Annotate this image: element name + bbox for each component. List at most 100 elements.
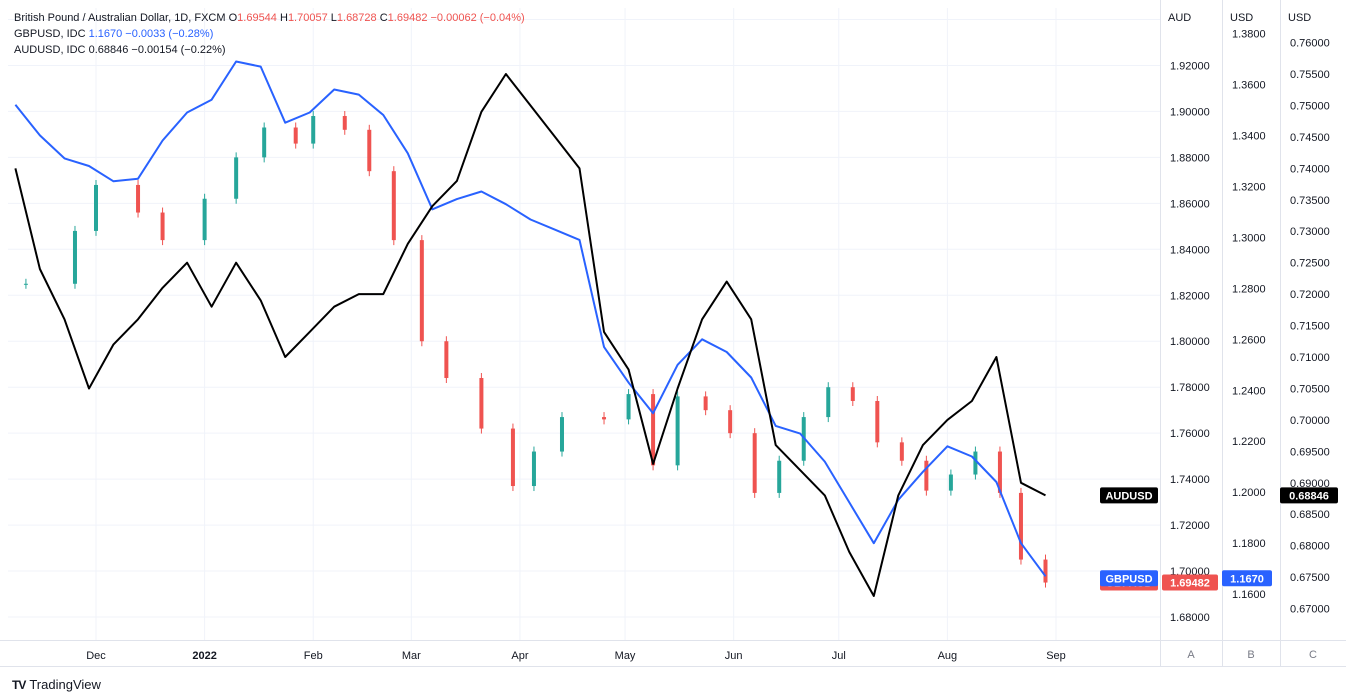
gbpusd-line <box>14 60 1047 577</box>
y-tick-label: 0.68500 <box>1290 509 1330 521</box>
candle-body <box>850 387 855 401</box>
svg-text:0.68846: 0.68846 <box>1289 490 1329 502</box>
candle-body <box>160 212 165 241</box>
x-tick-label: Dec <box>86 650 106 662</box>
axis-title-A: AUD <box>1168 12 1191 24</box>
y-tick-label: 0.76000 <box>1290 38 1330 50</box>
legend-main-row: British Pound / Australian Dollar, 1D, F… <box>14 10 525 26</box>
candle-body <box>72 230 77 284</box>
y-tick-label: 0.67500 <box>1290 572 1330 584</box>
y-tick-label: 1.88000 <box>1170 152 1210 164</box>
candle-body <box>973 451 978 475</box>
candle-body <box>293 127 298 144</box>
legend-audusd-value: 0.68846 <box>88 44 129 56</box>
x-tick-label: Mar <box>402 650 421 662</box>
y-tick-label: 1.3200 <box>1232 181 1266 193</box>
audusd-price-tag: 0.68846 <box>1280 487 1338 504</box>
axis-id-A: A <box>1187 649 1195 661</box>
y-tick-label: 1.3400 <box>1232 130 1266 142</box>
candle-body <box>948 474 953 491</box>
y-tick-label: 1.92000 <box>1170 60 1210 72</box>
y-tick-label: 0.71000 <box>1290 352 1330 364</box>
candle-body <box>510 428 515 487</box>
gbpaud-candles <box>23 111 1048 588</box>
candle-body <box>924 460 929 491</box>
svg-text:1.69482: 1.69482 <box>1170 578 1210 590</box>
y-tick-label: 0.69500 <box>1290 446 1330 458</box>
y-tick-label: 1.3800 <box>1232 28 1266 40</box>
legend-gbpusd-change: −0.0033 (−0.28%) <box>125 28 214 40</box>
candle-body <box>391 171 396 241</box>
candle-body <box>752 433 757 493</box>
candle-body <box>367 129 372 172</box>
candle-body <box>1043 559 1048 583</box>
footer: TV TradingView <box>12 677 101 692</box>
y-tick-label: 0.74500 <box>1290 132 1330 144</box>
y-tick-label: 1.2800 <box>1232 283 1266 295</box>
tradingview-brand[interactable]: TradingView <box>29 677 101 692</box>
y-tick-label: 1.74000 <box>1170 474 1210 486</box>
axis-title-B: USD <box>1230 12 1253 24</box>
legend-change: −0.00062 (−0.04%) <box>430 12 525 24</box>
legend-audusd-row: AUDUSD, IDC 0.68846 −0.00154 (−0.22%) <box>14 42 525 58</box>
candle-body <box>444 341 449 379</box>
gbpusd-series-tag: GBPUSD <box>1100 570 1158 587</box>
legend: British Pound / Australian Dollar, 1D, F… <box>14 10 525 58</box>
x-tick-label: Apr <box>511 650 528 662</box>
y-tick-label: 1.3600 <box>1232 79 1266 91</box>
legend-h-label: H <box>279 12 288 24</box>
x-tick-label: Feb <box>304 650 323 662</box>
legend-gbpusd-value: 1.1670 <box>88 28 123 40</box>
y-tick-label: 1.76000 <box>1170 428 1210 440</box>
legend-l-label: L <box>330 12 337 24</box>
audusd-line <box>14 73 1046 597</box>
tradingview-logo[interactable]: TV <box>12 677 26 692</box>
legend-main-title: British Pound / Australian Dollar, 1D, F… <box>14 12 226 24</box>
svg-text:GBPUSD: GBPUSD <box>1105 573 1152 585</box>
gbpusd-price-tag: 1.1670 <box>1222 570 1272 587</box>
axis-id-B: B <box>1247 649 1254 661</box>
svg-text:AUDUSD: AUDUSD <box>1105 490 1152 502</box>
y-tick-label: 1.78000 <box>1170 382 1210 394</box>
y-tick-label: 0.69000 <box>1290 478 1330 490</box>
candle-body <box>651 394 656 466</box>
candle-body <box>234 157 239 199</box>
axis-id-C: C <box>1309 649 1317 661</box>
legend-h-value: 1.70057 <box>287 12 328 24</box>
audusd-series-tag: AUDUSD <box>1100 487 1158 504</box>
legend-o-value: 1.69544 <box>237 12 277 24</box>
y-tick-label: 1.3000 <box>1232 232 1266 244</box>
x-tick-label: Aug <box>938 650 958 662</box>
candle-body <box>202 198 207 241</box>
candle-body <box>777 460 782 493</box>
y-tick-label: 0.67000 <box>1290 604 1330 616</box>
candle-body <box>23 283 28 285</box>
candle-body <box>728 410 733 434</box>
y-tick-label: 1.2000 <box>1232 487 1266 499</box>
y-tick-label: 0.74000 <box>1290 163 1330 175</box>
y-tick-label: 0.70000 <box>1290 415 1330 427</box>
candle-body <box>675 396 680 466</box>
candle-body <box>311 116 316 144</box>
candle-body <box>899 442 904 461</box>
y-tick-label: 1.1600 <box>1232 589 1266 601</box>
y-tick-label: 0.70500 <box>1290 383 1330 395</box>
candle-body <box>419 240 424 342</box>
candle-body <box>602 417 607 420</box>
candle-body <box>1018 492 1023 560</box>
candle-body <box>342 116 347 130</box>
x-tick-label: Jun <box>725 650 743 662</box>
y-tick-label: 1.2600 <box>1232 334 1266 346</box>
x-tick-label: Jul <box>832 650 846 662</box>
candle-body <box>479 378 484 429</box>
y-tick-label: 0.73500 <box>1290 195 1330 207</box>
y-tick-label: 1.68000 <box>1170 612 1210 624</box>
legend-c-value: 1.69482 <box>387 12 428 24</box>
y-tick-label: 0.72500 <box>1290 258 1330 270</box>
y-tick-label: 1.2400 <box>1232 385 1266 397</box>
candle-body <box>94 184 98 231</box>
candle-body <box>626 394 631 420</box>
candle-body <box>875 400 880 443</box>
x-tick-label: May <box>615 650 636 662</box>
